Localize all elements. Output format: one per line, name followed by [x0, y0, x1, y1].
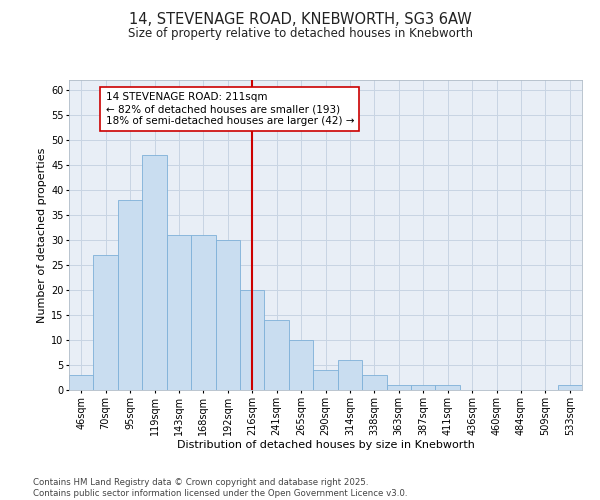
Bar	[118, 200, 142, 390]
Bar	[167, 235, 191, 390]
Text: Contains HM Land Registry data © Crown copyright and database right 2025.
Contai: Contains HM Land Registry data © Crown c…	[33, 478, 407, 498]
Bar	[313, 370, 338, 390]
Text: Size of property relative to detached houses in Knebworth: Size of property relative to detached ho…	[128, 28, 473, 40]
Bar	[69, 375, 94, 390]
Bar	[386, 385, 411, 390]
X-axis label: Distribution of detached houses by size in Knebworth: Distribution of detached houses by size …	[176, 440, 475, 450]
Bar	[411, 385, 436, 390]
Bar	[191, 235, 215, 390]
Text: 14, STEVENAGE ROAD, KNEBWORTH, SG3 6AW: 14, STEVENAGE ROAD, KNEBWORTH, SG3 6AW	[128, 12, 472, 28]
Bar	[240, 290, 265, 390]
Bar	[142, 155, 167, 390]
Y-axis label: Number of detached properties: Number of detached properties	[37, 148, 47, 322]
Bar	[289, 340, 313, 390]
Text: 14 STEVENAGE ROAD: 211sqm
← 82% of detached houses are smaller (193)
18% of semi: 14 STEVENAGE ROAD: 211sqm ← 82% of detac…	[106, 92, 354, 126]
Bar	[94, 255, 118, 390]
Bar	[215, 240, 240, 390]
Bar	[436, 385, 460, 390]
Bar	[338, 360, 362, 390]
Bar	[265, 320, 289, 390]
Bar	[362, 375, 386, 390]
Bar	[557, 385, 582, 390]
